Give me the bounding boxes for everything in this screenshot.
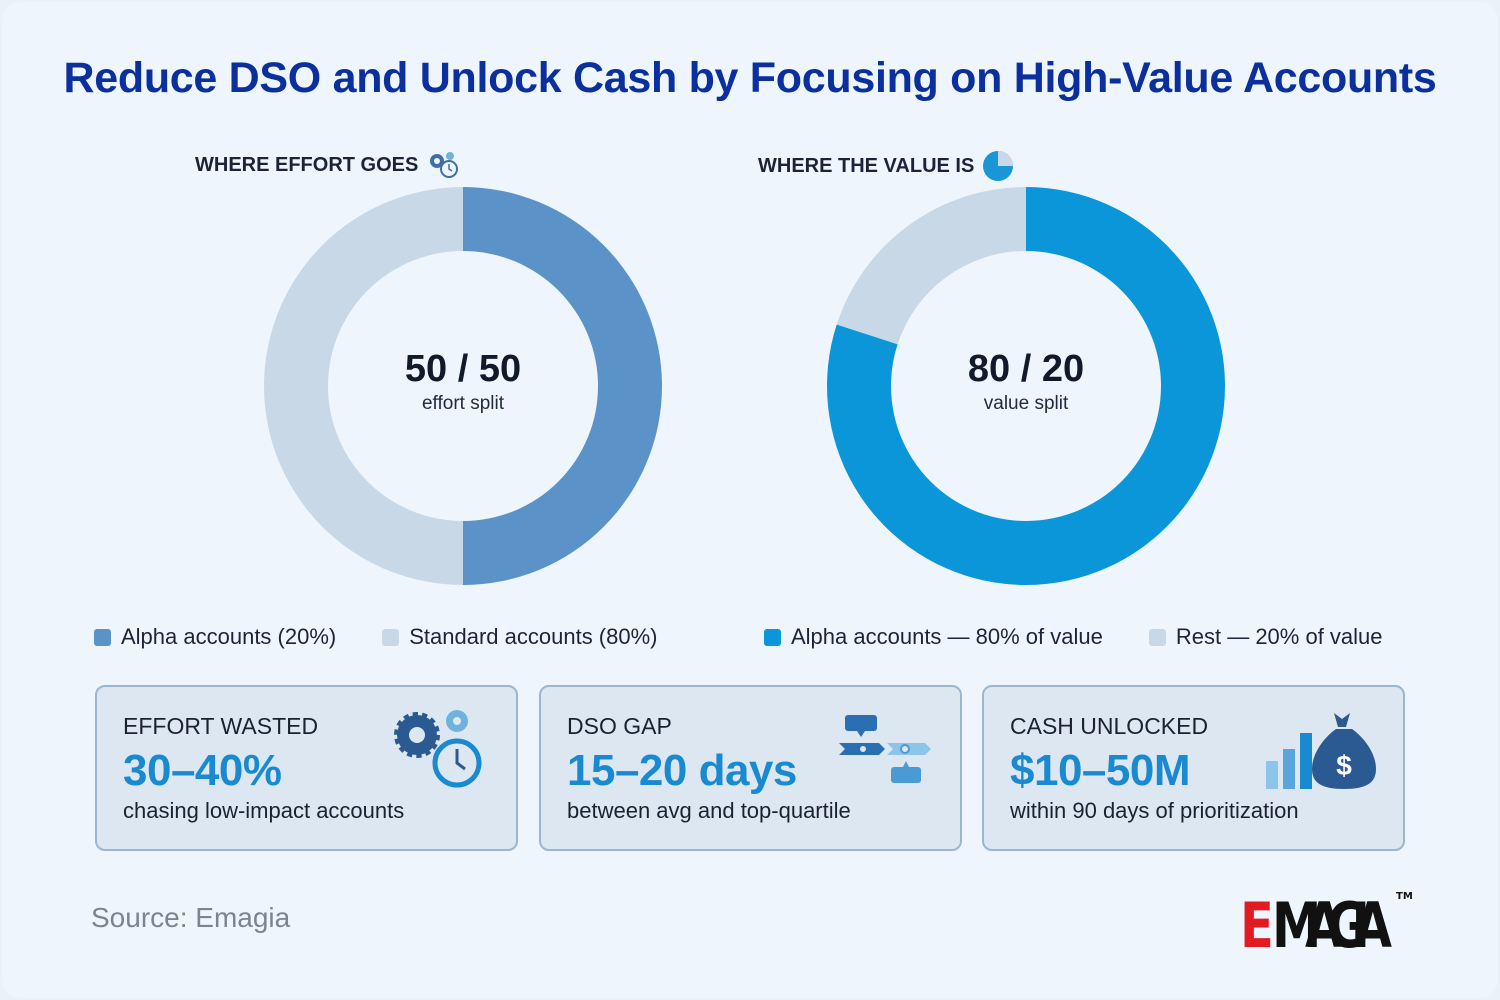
svg-text:$: $ — [1336, 750, 1352, 781]
legend-swatch — [382, 628, 400, 646]
value-center-value: 80 / 20 — [967, 348, 1085, 390]
donut-slice-1 — [463, 187, 662, 585]
donut-slice-1 — [827, 187, 1225, 585]
card-desc: chasing low-impact accounts — [123, 798, 405, 823]
svg-text:MAGIA: MAGIA — [1272, 891, 1392, 955]
card-label: EFFORT WASTED — [123, 713, 319, 739]
legend-swatch — [1148, 628, 1166, 646]
effort-legend: Alpha accounts (20%) Standard accounts (… — [94, 624, 658, 650]
card-desc: within 90 days of prioritization — [1010, 798, 1299, 823]
value-center-label: value split — [983, 393, 1069, 414]
emagia-logo: E MAGIA TM — [1240, 891, 1413, 955]
legend-label: Alpha accounts — 80% of value — [791, 624, 1103, 649]
donut-slice-2 — [264, 187, 463, 585]
legend-label: Alpha accounts (20%) — [121, 624, 337, 649]
cash-unlocked-card: CASH UNLOCKED $10–50M within 90 days of … — [982, 685, 1405, 851]
card-desc: between avg and top-quartile — [567, 798, 851, 823]
legend-swatch — [764, 628, 781, 646]
effort-center: 50 / 50 effort split — [333, 348, 593, 415]
gears-clock-icon — [430, 152, 459, 178]
effort-center-value: 50 / 50 — [404, 348, 522, 390]
value-center: 80 / 20 value split — [896, 348, 1156, 415]
value-donut-chart — [827, 187, 1225, 585]
value-section-heading: WHERE THE VALUE IS — [758, 150, 1014, 182]
value-title: WHERE THE VALUE IS — [758, 154, 975, 177]
dso-gap-card: DSO GAP 15–20 days between avg and top-q… — [539, 685, 962, 851]
gears-clock-icon — [394, 710, 482, 788]
card-label: CASH UNLOCKED — [1010, 713, 1209, 739]
effort-title: WHERE EFFORT GOES — [195, 153, 419, 176]
card-label: DSO GAP — [567, 713, 672, 739]
donut-slice-2 — [836, 187, 1026, 345]
card-value: $10–50M — [1010, 746, 1190, 795]
value-legend: Alpha accounts — 80% of value Rest — 20%… — [764, 624, 1383, 650]
pie-chart-icon — [983, 151, 1014, 181]
effort-donut-chart — [264, 187, 662, 585]
effort-section-heading: WHERE EFFORT GOES — [195, 150, 460, 180]
effort-wasted-card: EFFORT WASTED 30–40% chasing low-impact … — [95, 685, 518, 851]
effort-center-label: effort split — [421, 393, 505, 414]
money-bag-chart-icon: $ — [1266, 713, 1376, 789]
svg-text:TM: TM — [1396, 891, 1413, 902]
page-title: Reduce DSO and Unlock Cash by Focusing o… — [63, 54, 1437, 102]
source-note: Source: Emagia — [91, 902, 291, 933]
legend-swatch — [94, 628, 111, 646]
legend-label: Rest — 20% of value — [1175, 624, 1383, 649]
card-value: 15–20 days — [567, 746, 797, 795]
legend-label: Standard accounts (80%) — [409, 624, 658, 649]
timeline-icon — [839, 715, 931, 783]
card-value: 30–40% — [123, 746, 282, 795]
svg-text:E: E — [1240, 891, 1274, 955]
